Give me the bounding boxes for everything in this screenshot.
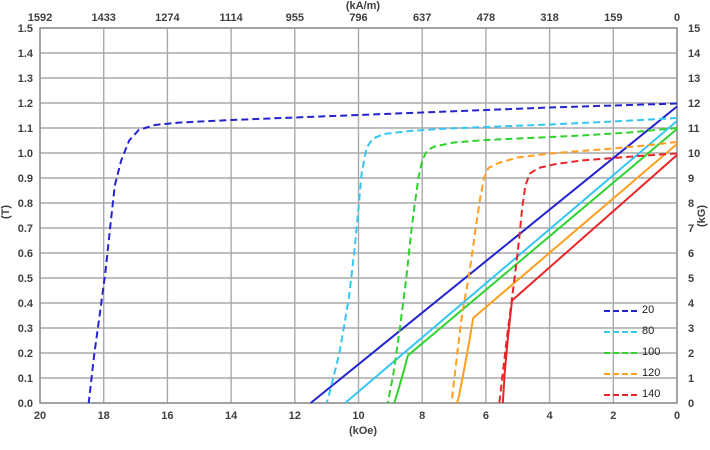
left-axis-title: (T) <box>0 204 12 220</box>
left-axis-tick-label: 0.0 <box>18 398 33 410</box>
top-axis-tick-label: 796 <box>349 12 367 24</box>
right-axis-tick-label: 15 <box>688 23 700 35</box>
bottom-axis-tick-label: 16 <box>161 410 173 422</box>
right-axis-tick-label: 9 <box>688 173 694 185</box>
right-axis-tick-label: 8 <box>688 198 694 210</box>
legend-label: 20 <box>642 304 655 316</box>
legend: 20 80 100 120 140 <box>604 300 660 405</box>
top-axis-tick-label: 1114 <box>219 12 243 24</box>
plot-border <box>39 27 678 404</box>
right-axis-tick-label: 5 <box>688 273 694 285</box>
curve-intrinsic-140 <box>498 152 678 404</box>
curve-normal-140 <box>501 154 678 404</box>
top-axis-tick-label: 159 <box>604 12 622 24</box>
top-axis-tick-label: 1592 <box>28 12 52 24</box>
top-axis-tick-label: 955 <box>286 12 304 24</box>
left-axis-tick-label: 1.5 <box>18 23 33 35</box>
right-axis-tick-label: 6 <box>688 248 694 260</box>
left-axis-tick-label: 1.3 <box>18 73 33 85</box>
left-axis-tick-label: 1.1 <box>18 123 33 135</box>
left-axis-tick-label: 0.4 <box>18 298 34 310</box>
legend-dash-swatch <box>604 330 637 333</box>
curve-intrinsic-100 <box>386 127 678 404</box>
bottom-axis-tick-label: 20 <box>34 410 46 422</box>
legend-dash-swatch <box>604 393 637 396</box>
legend-dash-swatch <box>604 351 637 354</box>
top-axis-tick-label: 0 <box>674 12 680 24</box>
curve-normal-120 <box>456 143 678 404</box>
legend-label: 140 <box>642 388 661 400</box>
right-axis-tick-label: 1 <box>688 373 694 385</box>
right-axis-tick-label: 13 <box>688 73 700 85</box>
bottom-axis-tick-label: 18 <box>98 410 110 422</box>
bottom-axis-tick-label: 10 <box>352 410 364 422</box>
left-axis-tick-label: 0.3 <box>18 323 33 335</box>
bottom-axis-tick-label: 0 <box>674 410 680 422</box>
bottom-axis-tick-label: 12 <box>289 410 301 422</box>
curve-normal-20 <box>310 105 678 404</box>
left-axis-tick-label: 0.7 <box>18 223 33 235</box>
right-axis-tick-label: 4 <box>688 298 695 310</box>
bottom-axis-tick-label: 8 <box>419 410 425 422</box>
curve-normal-100 <box>393 128 678 404</box>
right-axis-tick-label: 3 <box>688 323 694 335</box>
bottom-axis-title: (kOe) <box>348 425 378 437</box>
legend-dash-swatch <box>604 372 637 375</box>
legend-dash-swatch <box>604 309 637 312</box>
right-axis-title: (kG) <box>696 205 708 227</box>
legend-label: 100 <box>642 346 661 358</box>
left-axis-tick-label: 1.4 <box>18 48 34 60</box>
bottom-axis-tick-label: 6 <box>483 410 489 422</box>
curve-normal-80 <box>344 120 678 404</box>
left-axis-tick-label: 1.2 <box>18 98 33 110</box>
right-axis-tick-label: 2 <box>688 348 694 360</box>
right-axis-tick-label: 11 <box>688 123 700 135</box>
left-axis-tick-label: 0.5 <box>18 273 33 285</box>
legend-label: 120 <box>642 367 661 379</box>
top-axis-tick-label: 478 <box>477 12 495 24</box>
bottom-axis-tick-label: 14 <box>225 410 238 422</box>
top-axis-tick-label: 637 <box>413 12 431 24</box>
left-axis-tick-label: 0.8 <box>18 198 33 210</box>
legend-item-100: 100 <box>604 342 660 363</box>
right-axis-tick-label: 12 <box>688 98 700 110</box>
left-axis-tick-label: 0.2 <box>18 348 33 360</box>
curve-intrinsic-80 <box>325 117 678 404</box>
right-axis-tick-label: 14 <box>688 48 701 60</box>
bottom-axis-tick-label: 4 <box>547 410 554 422</box>
legend-item-20: 20 <box>604 300 660 321</box>
curve-intrinsic-120 <box>450 141 678 404</box>
curve-intrinsic-20 <box>87 102 678 404</box>
top-axis-tick-label: 318 <box>540 12 558 24</box>
left-axis-tick-label: 0.1 <box>18 373 33 385</box>
left-axis-tick-label: 0.6 <box>18 248 33 260</box>
left-axis-tick-label: 1.0 <box>18 148 33 160</box>
top-axis-tick-label: 1433 <box>91 12 115 24</box>
right-axis-tick-label: 0 <box>688 398 694 410</box>
legend-item-140: 140 <box>604 384 660 405</box>
top-axis-title: (kA/m) <box>345 0 381 12</box>
legend-label: 80 <box>642 325 655 337</box>
right-axis-tick-label: 7 <box>688 223 694 235</box>
legend-item-120: 120 <box>604 363 660 384</box>
top-axis-tick-label: 1274 <box>155 12 180 24</box>
right-axis-tick-label: 10 <box>688 148 700 160</box>
left-axis-tick-label: 0.9 <box>18 173 33 185</box>
bottom-axis-tick-label: 2 <box>610 410 616 422</box>
legend-item-80: 80 <box>604 321 660 342</box>
